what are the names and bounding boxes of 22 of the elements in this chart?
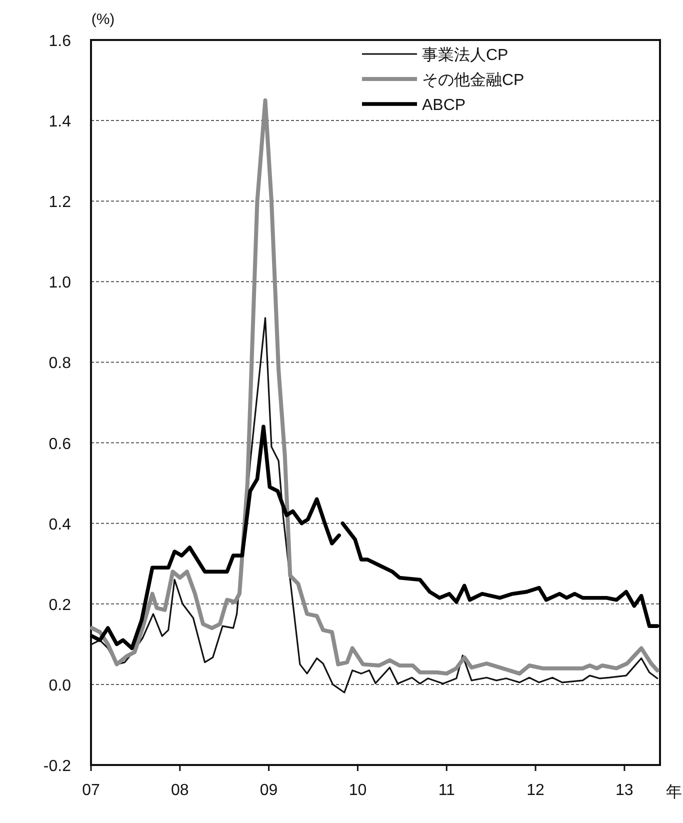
x-tick-label: 09: [260, 782, 278, 799]
y-tick-label: -0.2: [43, 758, 72, 775]
legend-label: その他金融CP: [422, 71, 524, 89]
y-tick-label: 1.4: [48, 114, 72, 131]
y-axis-title: (%): [91, 11, 115, 28]
x-axis-title: 年: [666, 784, 682, 801]
x-tick-label: 11: [438, 782, 456, 799]
x-tick-label: 08: [171, 782, 189, 799]
y-tick-label: 0.8: [48, 355, 72, 372]
y-tick-label: 0.0: [48, 677, 72, 694]
x-tick-label: 10: [348, 782, 367, 799]
legend-label: ABCP: [422, 97, 466, 114]
y-tick-label: 1.6: [48, 33, 72, 50]
y-tick-label: 1.0: [48, 274, 72, 292]
x-tick-label: 07: [82, 782, 100, 799]
y-tick-label: 1.2: [48, 194, 72, 212]
y-tick-label: 0.4: [48, 516, 72, 534]
legend-label: 事業法人CP: [422, 46, 508, 64]
y-tick-label: 0.2: [48, 596, 72, 614]
y-tick-label: 0.6: [48, 436, 72, 453]
x-tick-label: 13: [616, 782, 634, 799]
x-tick-label: 12: [526, 782, 545, 799]
